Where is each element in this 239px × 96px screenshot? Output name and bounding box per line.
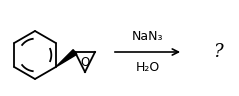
Text: NaN₃: NaN₃ bbox=[132, 30, 163, 43]
Text: O: O bbox=[80, 56, 90, 69]
Polygon shape bbox=[56, 50, 77, 67]
Text: H₂O: H₂O bbox=[135, 61, 160, 74]
Text: ?: ? bbox=[213, 43, 223, 61]
